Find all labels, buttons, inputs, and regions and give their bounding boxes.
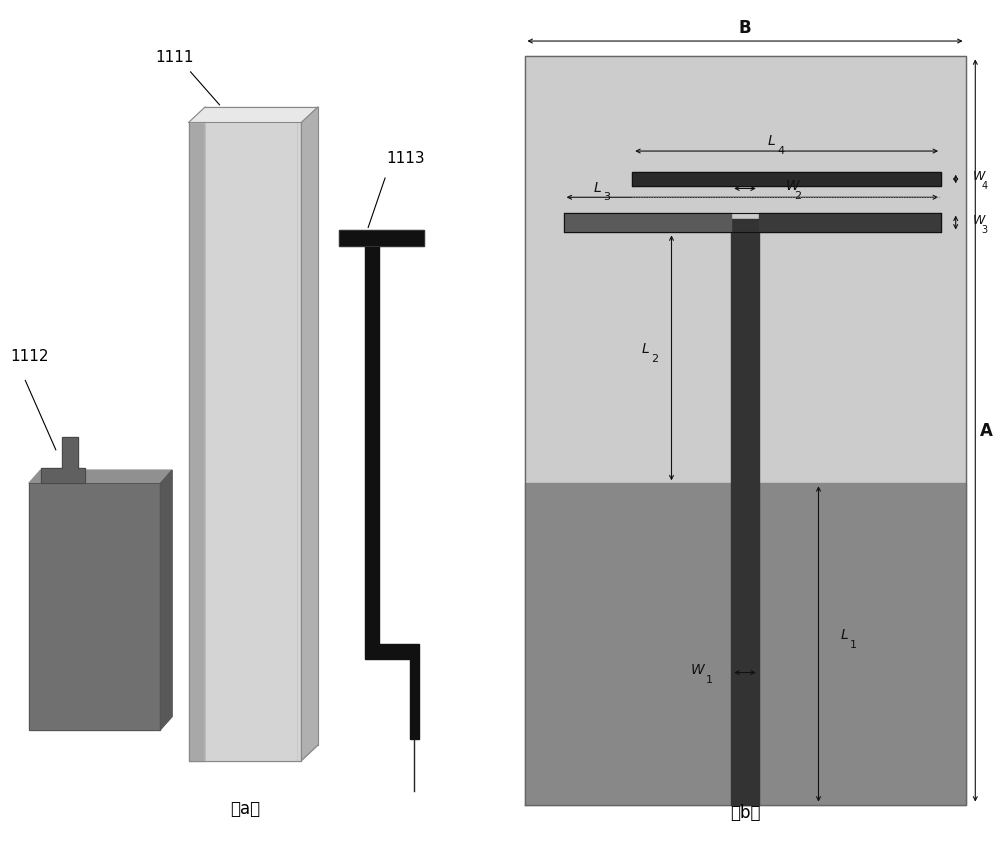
Polygon shape <box>189 122 205 760</box>
Text: 1: 1 <box>706 675 713 685</box>
Polygon shape <box>524 483 966 804</box>
Text: L: L <box>642 342 649 356</box>
Text: L: L <box>594 181 602 195</box>
Text: 4: 4 <box>982 182 988 191</box>
Polygon shape <box>301 107 318 760</box>
Polygon shape <box>759 213 941 232</box>
Text: 4: 4 <box>777 146 784 156</box>
Text: 3: 3 <box>603 192 610 202</box>
Text: W: W <box>691 663 704 678</box>
Text: （a）: （a） <box>230 800 260 818</box>
Polygon shape <box>189 107 318 122</box>
Polygon shape <box>339 230 424 245</box>
Text: L: L <box>841 629 848 642</box>
Text: 3: 3 <box>982 225 988 235</box>
Polygon shape <box>564 213 731 232</box>
Polygon shape <box>62 437 78 468</box>
Polygon shape <box>410 660 419 739</box>
Polygon shape <box>524 57 966 483</box>
Polygon shape <box>731 220 759 804</box>
Text: 1113: 1113 <box>386 152 425 166</box>
Polygon shape <box>379 644 419 660</box>
Polygon shape <box>41 468 85 483</box>
Text: 1111: 1111 <box>155 50 194 65</box>
Polygon shape <box>29 470 172 483</box>
Polygon shape <box>29 483 160 730</box>
Text: L: L <box>768 134 776 148</box>
Text: 1112: 1112 <box>10 350 48 364</box>
Text: W: W <box>973 170 985 183</box>
Polygon shape <box>205 122 301 760</box>
Text: W: W <box>973 214 985 226</box>
Text: W: W <box>786 179 799 193</box>
Polygon shape <box>632 171 941 186</box>
Text: A: A <box>980 422 993 439</box>
Text: （b）: （b） <box>730 804 760 822</box>
Polygon shape <box>160 470 172 730</box>
Text: 1: 1 <box>849 640 856 650</box>
Text: B: B <box>739 19 751 37</box>
Polygon shape <box>365 245 379 660</box>
Text: 2: 2 <box>651 354 658 363</box>
Text: 2: 2 <box>794 191 802 201</box>
